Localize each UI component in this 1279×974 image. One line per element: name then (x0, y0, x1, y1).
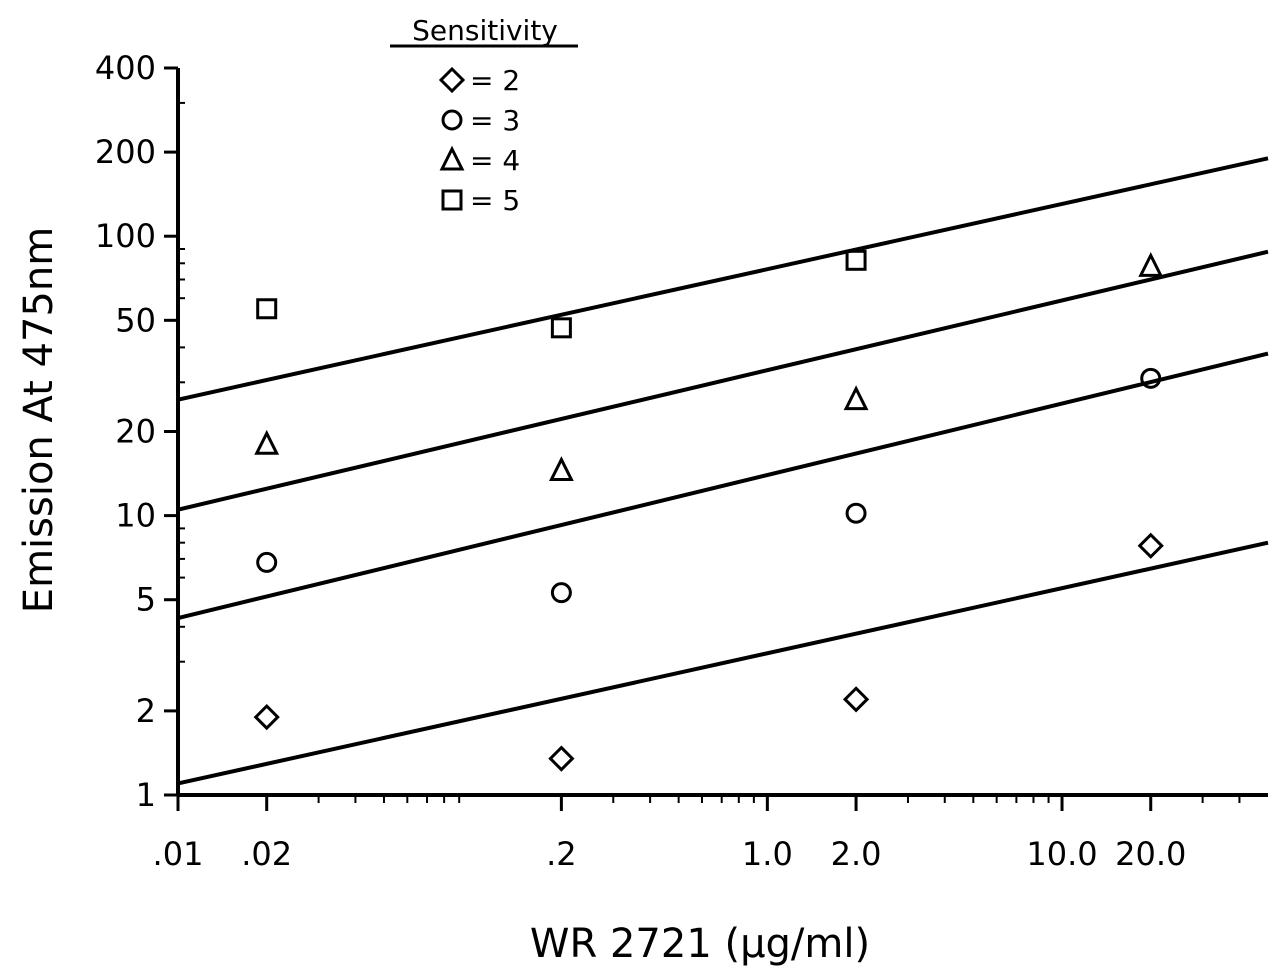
y-axis-title: Emission At 475nm (16, 227, 62, 613)
data-point-diamond (548, 745, 575, 772)
data-point-circle (1140, 367, 1162, 389)
axes (164, 66, 1268, 811)
data-point-diamond (1137, 532, 1164, 559)
y-tick-label: 400 (95, 49, 156, 87)
regression-lines (177, 156, 1269, 786)
y-tick-label: 1 (136, 776, 156, 814)
legend-label: = 5 (470, 184, 520, 217)
x-tick-label: 20.0 (1115, 835, 1186, 873)
fit-line-square (177, 156, 1269, 402)
fit-line-triangle (177, 249, 1269, 512)
data-point-square (550, 317, 572, 339)
data-point-circle (550, 582, 572, 604)
data-point-square (256, 298, 278, 320)
fit-line-diamond (177, 540, 1269, 786)
y-tick-label: 10 (115, 497, 156, 535)
x-tick-label: 1.0 (742, 835, 793, 873)
data-point-triangle (1138, 252, 1164, 277)
data-point-circle (845, 502, 867, 524)
fit-line-circle (177, 351, 1269, 620)
tick-labels: 1 2 5 10 20 50 100 200 400 .01 .02 .2 1.0 2.0 10.0 20.0 (95, 49, 1186, 873)
y-tick-label: 20 (115, 413, 156, 451)
legend-label: = 2 (470, 64, 520, 97)
legend-label: = 3 (470, 104, 520, 137)
x-axis-title: WR 2721 (µg/ml) (530, 921, 870, 967)
data-point-triangle (843, 385, 869, 411)
data-point-square (845, 249, 867, 271)
y-tick-label: 5 (136, 581, 156, 619)
legend-marker-triangle (439, 145, 465, 171)
legend-marker-square (441, 189, 463, 211)
data-points (253, 249, 1164, 772)
legend-label: = 4 (470, 144, 520, 177)
data-point-diamond (842, 686, 870, 713)
x-tick-label: 10.0 (1026, 835, 1097, 873)
y-tick-label: 100 (95, 217, 156, 255)
y-tick-label: 50 (115, 301, 156, 339)
y-tick-label: 2 (136, 692, 156, 730)
x-tick-label: 2.0 (831, 835, 882, 873)
y-tick-label: 200 (95, 133, 156, 171)
data-point-triangle (548, 456, 574, 482)
legend-marker-circle (441, 109, 463, 131)
data-point-circle (256, 551, 278, 573)
x-tick-label: .01 (153, 835, 204, 873)
legend: Sensitivity = 2 = 3 = 4 = 5 (390, 14, 578, 217)
x-tick-label: .2 (546, 835, 577, 873)
x-tick-label: .02 (241, 835, 292, 873)
data-point-triangle (254, 429, 280, 455)
legend-marker-diamond (438, 66, 466, 94)
legend-title: Sensitivity (412, 14, 558, 47)
data-point-diamond (253, 703, 280, 731)
